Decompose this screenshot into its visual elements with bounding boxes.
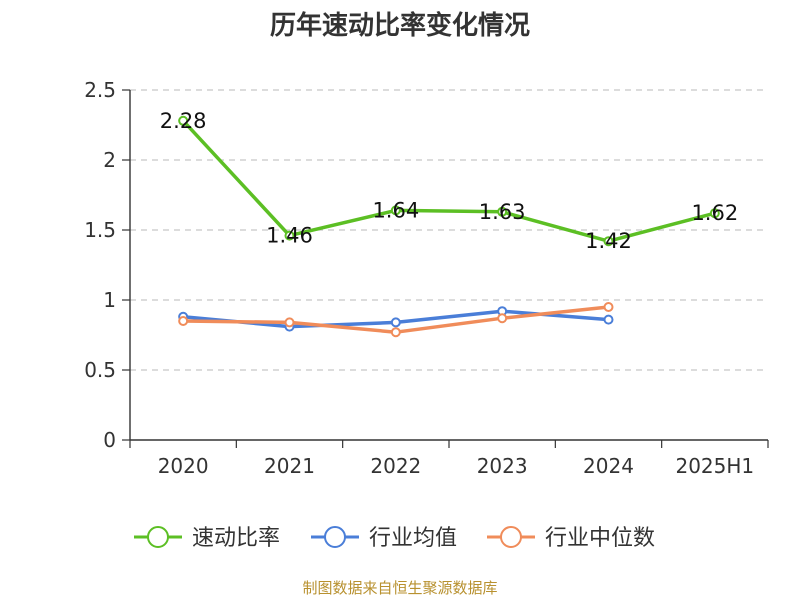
legend-label: 行业中位数 [545, 526, 655, 551]
data-point [497, 313, 508, 324]
grid [130, 89, 768, 371]
series-line-1 [181, 119, 716, 243]
x-tick-label: 2024 [583, 454, 634, 478]
x-tick-label: 2022 [370, 454, 421, 478]
legend-item-2[interactable]: 行业均值 [311, 526, 457, 551]
data-label: 1.64 [372, 198, 419, 222]
data-label: 1.46 [266, 224, 313, 248]
data-point [284, 317, 295, 328]
data-label: 1.42 [585, 229, 632, 253]
x-tick-label: 2023 [477, 454, 528, 478]
x-tick-label: 2021 [264, 454, 315, 478]
data-label: 2.28 [160, 109, 207, 133]
legend[interactable]: 速动比率 行业均值 行业中位数 [134, 526, 655, 551]
y-tick-label: 1.5 [84, 218, 116, 242]
source-note: 制图数据来自恒生聚源数据库 [302, 579, 497, 597]
legend-marker [324, 526, 346, 548]
data-point [178, 316, 189, 326]
y-tick-label: 2 [103, 148, 116, 172]
series-layer [178, 115, 720, 338]
data-labels: 2.28 1.46 1.64 1.63 1.42 1.62 [160, 109, 738, 253]
y-tick-label: 2.5 [84, 78, 116, 102]
legend-label: 速动比率 [192, 526, 280, 551]
legend-item-3[interactable]: 行业中位数 [487, 526, 655, 551]
legend-marker [500, 526, 522, 548]
data-point [603, 236, 614, 247]
data-point [497, 206, 508, 217]
x-tick-label: 2020 [158, 454, 209, 478]
data-point [284, 230, 295, 241]
y-tick-label: 1 [103, 288, 116, 312]
data-label: 1.62 [691, 201, 738, 225]
data-point [709, 208, 720, 219]
data-point [603, 314, 614, 325]
data-point [390, 317, 401, 328]
data-point [390, 327, 401, 338]
x-tick-label: 2025H1 [675, 454, 754, 478]
chart-title: 历年速动比率变化情况 [270, 10, 530, 41]
axes: 0 0.5 1 1.5 2 2.5 2020 2021 2022 2023 2024 2025H1 [84, 78, 769, 478]
legend-marker [147, 526, 169, 548]
data-label: 1.63 [479, 200, 526, 224]
data-point [390, 205, 401, 216]
legend-label: 行业均值 [369, 526, 457, 551]
y-tick-label: 0.5 [84, 358, 116, 382]
data-point [178, 115, 189, 126]
legend-item-1[interactable]: 速动比率 [134, 526, 280, 551]
y-tick-label: 0 [103, 428, 116, 452]
data-point [603, 302, 614, 312]
